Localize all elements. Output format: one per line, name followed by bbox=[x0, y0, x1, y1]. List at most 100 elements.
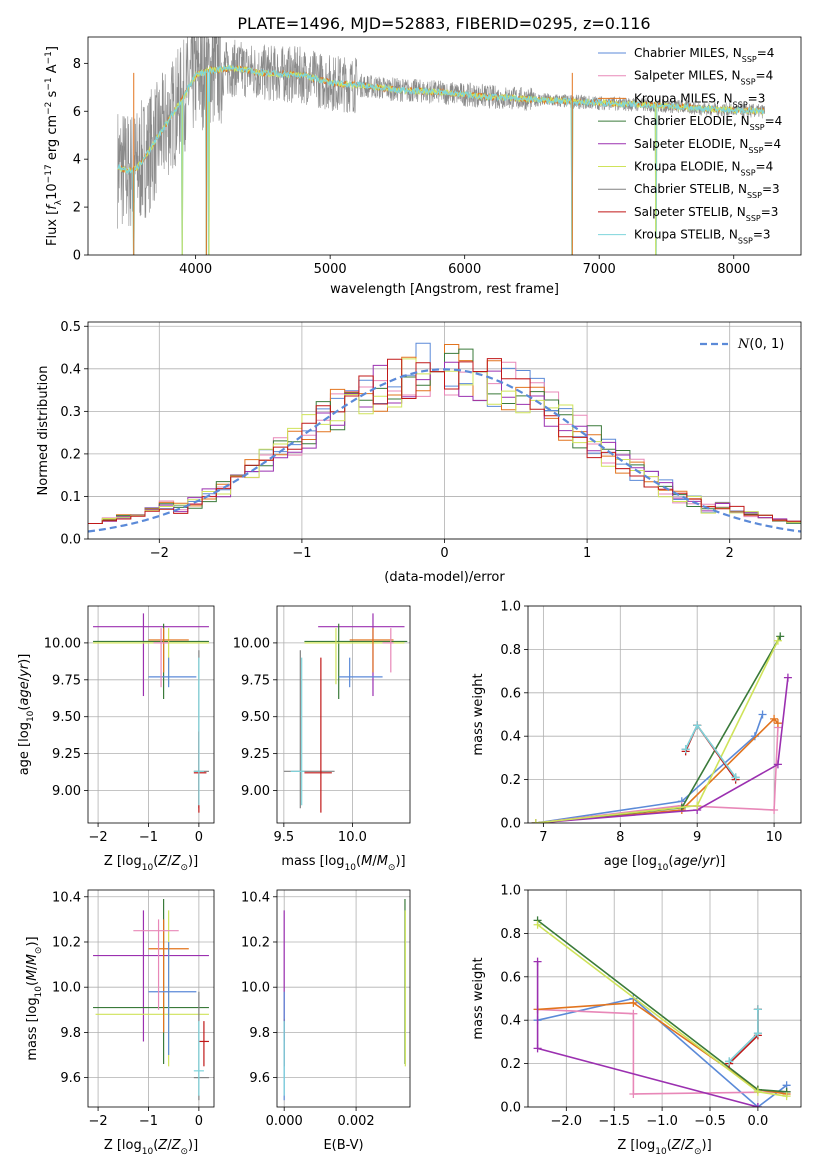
y-tick-label: 0.6 bbox=[500, 970, 521, 985]
legend-label-sub: SSP bbox=[741, 77, 756, 86]
legend-label: Salpeter MILES, NSSP=4 bbox=[634, 69, 773, 87]
y-axis-label: Flux [fλ10−17 erg cm−2 s−1 A−1] bbox=[44, 46, 64, 246]
series-point bbox=[693, 721, 702, 730]
x-tick-label: −1.5 bbox=[598, 1114, 630, 1129]
series-line bbox=[536, 961, 759, 1107]
x-tick-label: 7 bbox=[539, 830, 547, 845]
x-tick-label: −2 bbox=[88, 1114, 107, 1129]
series-point bbox=[773, 636, 782, 645]
y-tick-label: 10.2 bbox=[52, 935, 81, 950]
x-tick-label: 1 bbox=[583, 546, 591, 561]
label-part: ( bbox=[667, 1138, 672, 1153]
legend-label-suffix: =4 bbox=[765, 114, 783, 128]
x-tick-label: −0.5 bbox=[694, 1114, 726, 1129]
label-part: A bbox=[45, 64, 60, 77]
y-tick-label: 8 bbox=[73, 57, 81, 72]
y-tick-label: 9.25 bbox=[241, 747, 270, 762]
histogram-step bbox=[88, 361, 801, 524]
x-tick-label: 0 bbox=[195, 830, 203, 845]
legend-label: Salpeter ELODIE, NSSP=4 bbox=[634, 137, 781, 155]
y-tick-label: 9.6 bbox=[60, 1071, 81, 1086]
label-part: −1 bbox=[44, 51, 54, 64]
series-point bbox=[770, 805, 779, 814]
label-part: / bbox=[167, 854, 172, 869]
y-tick-label: 0.0 bbox=[500, 817, 521, 832]
legend-label-suffix: =4 bbox=[757, 46, 775, 60]
label-part: ( bbox=[356, 854, 361, 869]
label-part: Z [log bbox=[104, 854, 142, 869]
legend-label-sub: SSP bbox=[747, 191, 762, 200]
label-part: ] bbox=[45, 46, 60, 51]
legend-label-sub: SSP bbox=[738, 236, 753, 245]
label-part: ( bbox=[153, 1138, 158, 1153]
figure-title: PLATE=1496, MJD=52883, FIBERID=0295, z=0… bbox=[237, 14, 650, 33]
label-part: Z bbox=[684, 1138, 695, 1153]
label-part: ( bbox=[153, 854, 158, 869]
legend-label-sub: SSP bbox=[733, 100, 748, 109]
x-axis-label: Z [log10(Z/Z⊙)] bbox=[617, 1138, 711, 1157]
axes-frame bbox=[87, 889, 215, 1108]
label-part: 10 bbox=[655, 1147, 667, 1157]
series-point bbox=[783, 673, 792, 682]
x-axis-label: E(B-V) bbox=[323, 1138, 363, 1153]
series-point bbox=[758, 710, 767, 719]
legend-label-symbol: N bbox=[737, 337, 750, 352]
axes-frame bbox=[276, 605, 411, 824]
label-part: age bbox=[17, 681, 32, 705]
axes-frame bbox=[87, 605, 215, 824]
legend-label-suffix: =3 bbox=[761, 205, 779, 219]
series-point bbox=[773, 760, 782, 769]
mass_vs_Z-axes: −2 −1 0 9.6 9.8 10.0 10.2 10.4 bbox=[52, 890, 214, 1129]
label-part: λ bbox=[54, 199, 64, 205]
legend-label: Chabrier MILES, NSSP=4 bbox=[634, 46, 774, 64]
label-part: s bbox=[45, 90, 60, 101]
label-part: 10 bbox=[657, 863, 669, 873]
series-point bbox=[531, 819, 540, 823]
label-part: mass [log bbox=[25, 997, 40, 1060]
series-line bbox=[537, 997, 788, 1107]
x-tick-label: 0 bbox=[440, 546, 448, 561]
label-part: 10 bbox=[142, 863, 154, 873]
mass_vs_EBV-axes: 0.000 0.002 9.6 9.8 10.0 10.2 10.4 bbox=[241, 890, 410, 1129]
y-tick-label: 0.4 bbox=[60, 362, 81, 377]
x-axis-label: age [log10(age/yr)] bbox=[604, 854, 726, 873]
y-tick-label: 9.8 bbox=[249, 1026, 270, 1041]
y-tick-label: 10.0 bbox=[241, 981, 270, 996]
series-point bbox=[753, 1087, 762, 1096]
series-point bbox=[725, 1057, 734, 1066]
x-tick-label: −2 bbox=[150, 546, 169, 561]
series-point bbox=[629, 1009, 638, 1018]
x-tick-label: 4000 bbox=[179, 262, 212, 277]
series-point bbox=[533, 1044, 542, 1053]
series-point bbox=[776, 632, 785, 641]
spectrum-model-line bbox=[117, 64, 765, 255]
legend-label-sub: SSP bbox=[741, 168, 756, 177]
label-part: / bbox=[681, 1138, 686, 1153]
series-line bbox=[535, 717, 779, 823]
y-tick-label: 9.00 bbox=[52, 784, 81, 799]
label-part: −1 bbox=[44, 77, 54, 90]
y-tick-label: 9.8 bbox=[60, 1026, 81, 1041]
label-part: / bbox=[372, 854, 377, 869]
x-tick-label: 10.0 bbox=[338, 830, 367, 845]
legend-label-sub: SSP bbox=[750, 123, 765, 132]
x-tick-label: 0.002 bbox=[337, 1114, 374, 1129]
y-tick-label: 0.4 bbox=[500, 730, 521, 745]
y-tick-label: 9.75 bbox=[52, 673, 81, 688]
x-axis-label: (data-model)/error bbox=[384, 570, 505, 585]
label-part: −17 bbox=[44, 164, 54, 183]
legend-label-text: Salpeter STELIB, N bbox=[634, 205, 746, 219]
label-part: ⊙ bbox=[694, 1147, 702, 1157]
series-point bbox=[693, 801, 702, 810]
label-part: 10 bbox=[34, 986, 44, 998]
legend-label-args: (0, 1) bbox=[749, 337, 784, 352]
y-axis-label: Normed distribution bbox=[36, 366, 51, 496]
y-tick-label: 9.75 bbox=[241, 673, 270, 688]
series-point bbox=[753, 1103, 762, 1107]
y-tick-label: 9.50 bbox=[241, 710, 270, 725]
x-tick-label: 7000 bbox=[583, 262, 616, 277]
axes-frame bbox=[276, 889, 411, 1108]
label-part: yr bbox=[17, 662, 32, 678]
axes-frame bbox=[527, 605, 802, 824]
x-tick-label: 0 bbox=[195, 1114, 203, 1129]
